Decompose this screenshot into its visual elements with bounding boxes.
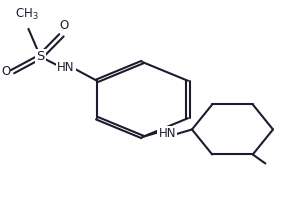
- Text: HN: HN: [57, 61, 75, 74]
- Text: CH$_3$: CH$_3$: [15, 7, 39, 22]
- Text: S: S: [36, 50, 45, 63]
- Text: O: O: [1, 65, 10, 78]
- Text: O: O: [60, 19, 69, 32]
- Text: HN: HN: [159, 127, 176, 140]
